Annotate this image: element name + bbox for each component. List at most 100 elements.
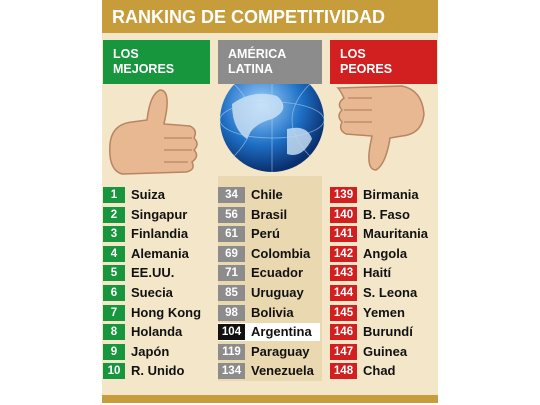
ranking-row: 4 Alemania — [103, 245, 208, 263]
header-line: PEORES — [340, 62, 393, 76]
footer-bar — [102, 395, 438, 403]
country-name: Ecuador — [251, 265, 304, 281]
country-name: Venezuela — [251, 363, 314, 379]
rank-badge: 98 — [218, 304, 245, 321]
country-name: Perú — [251, 226, 280, 242]
header-line: MEJORES — [113, 62, 175, 76]
ranking-row: 148 Chad — [330, 362, 435, 380]
ranking-row: 3 Finlandia — [103, 225, 208, 243]
country-name: Hong Kong — [131, 304, 202, 320]
header-line: LOS — [340, 47, 366, 61]
ranking-row: 8 Holanda — [103, 323, 208, 341]
rank-badge: 119 — [218, 343, 245, 360]
rank-badge: 10 — [103, 363, 125, 380]
rank-badge: 56 — [218, 206, 245, 223]
ranking-row: 7 Hong Kong — [103, 304, 208, 322]
country-name: Birmania — [363, 187, 419, 202]
column-header: AMÉRICA LATINA — [218, 40, 322, 84]
thumbs-down — [336, 85, 425, 171]
country-name: Haití — [363, 265, 392, 281]
country-name: Angola — [363, 245, 408, 261]
ranking-row: 61 Perú — [218, 225, 320, 243]
country-name: R. Unido — [131, 363, 185, 379]
country-name: B. Faso — [363, 206, 410, 222]
country-name: Suiza — [131, 187, 165, 202]
ranking-row: 9 Japón — [103, 343, 208, 361]
header-line: AMÉRICA — [228, 47, 287, 61]
country-name: Mauritania — [363, 226, 429, 242]
rank-badge: 5 — [103, 265, 125, 282]
ranking-row: 6 Suecia — [103, 284, 208, 302]
rank-badge: 3 — [103, 226, 125, 243]
rank-badge: 147 — [330, 343, 357, 360]
rank-badge: 104 — [218, 324, 245, 341]
column-list: 1 Suiza 2 Singapur 3 Finlandia 4 Alemania 5 EE.UU… — [103, 176, 210, 381]
rank-badge: 61 — [218, 226, 245, 243]
ranking-row: 146 Burundí — [330, 323, 435, 341]
country-name: Holanda — [131, 324, 183, 340]
ranking-row: 85 Uruguay — [218, 284, 320, 302]
country-name: Uruguay — [251, 285, 304, 300]
ranking-row: 71 Ecuador — [218, 264, 320, 282]
illustrations — [109, 84, 425, 175]
ranking-row: 1 Suiza — [103, 186, 208, 204]
rank-badge: 85 — [218, 285, 245, 301]
rank-badge: 4 — [103, 245, 125, 262]
ranking-row: 147 Guinea — [330, 343, 435, 361]
rank-badge: 148 — [330, 363, 357, 380]
rank-badge: 144 — [330, 285, 357, 301]
rank-badge: 71 — [218, 265, 245, 282]
rank-badge: 34 — [218, 187, 245, 203]
column-list: 139 Birmania 140 B. Faso 141 Mauritania 142 Ang… — [330, 176, 437, 381]
country-name: Paraguay — [251, 343, 310, 359]
country-name: Suecia — [131, 285, 173, 300]
column-list: 34 Chile 56 Brasil 61 Perú 69 Colombia 71 Ecuador… — [218, 176, 322, 381]
header-line: LATINA — [228, 62, 273, 76]
ranking-row: 141 Mauritania — [330, 225, 435, 243]
country-name: Bolivia — [251, 304, 294, 320]
title: RANKING DE COMPETITIVIDAD — [102, 0, 438, 33]
rank-badge: 9 — [103, 343, 125, 360]
column-header: LOS PEORES — [330, 40, 437, 84]
rank-badge: 143 — [330, 265, 357, 282]
country-name: Brasil — [251, 206, 288, 222]
ranking-row: 98 Bolivia — [218, 304, 320, 322]
ranking-row: 143 Haití — [330, 264, 435, 282]
ranking-row: 145 Yemen — [330, 304, 435, 322]
country-name: Yemen — [363, 304, 405, 320]
rank-badge: 134 — [218, 363, 245, 380]
ranking-row: 10 R. Unido — [103, 362, 208, 380]
country-name: Chile — [251, 187, 283, 202]
ranking-row: 144 S. Leona — [330, 284, 435, 302]
country-name: Argentina — [251, 324, 312, 340]
ranking-row: 5 EE.UU. — [103, 264, 208, 282]
country-name: Chad — [363, 363, 396, 379]
rank-badge: 145 — [330, 304, 357, 321]
ranking-row: 119 Paraguay — [218, 343, 320, 361]
rank-badge: 7 — [103, 304, 125, 321]
ranking-row: 139 Birmania — [330, 186, 435, 204]
country-name: Japón — [131, 343, 170, 359]
country-name: S. Leona — [363, 285, 418, 300]
country-name: Finlandia — [131, 226, 189, 242]
ranking-row: 142 Angola — [330, 245, 435, 263]
country-name: Burundí — [363, 324, 413, 340]
rank-badge: 6 — [103, 285, 125, 301]
header-line: LOS — [113, 47, 139, 61]
ranking-row: 140 B. Faso — [330, 206, 435, 224]
country-name: Colombia — [251, 245, 311, 261]
ranking-row: 56 Brasil — [218, 206, 320, 224]
rank-badge: 1 — [103, 187, 125, 203]
country-name: EE.UU. — [131, 265, 175, 281]
rank-badge: 69 — [218, 245, 245, 262]
ranking-row: 2 Singapur — [103, 206, 208, 224]
rank-badge: 146 — [330, 324, 357, 341]
ranking-row: 69 Colombia — [218, 245, 320, 263]
ranking-row: 34 Chile — [218, 186, 320, 204]
rank-badge: 142 — [330, 245, 357, 262]
country-name: Guinea — [363, 343, 408, 359]
rank-badge: 139 — [330, 187, 357, 203]
column-header: LOS MEJORES — [103, 40, 210, 84]
rank-badge: 8 — [103, 324, 125, 341]
